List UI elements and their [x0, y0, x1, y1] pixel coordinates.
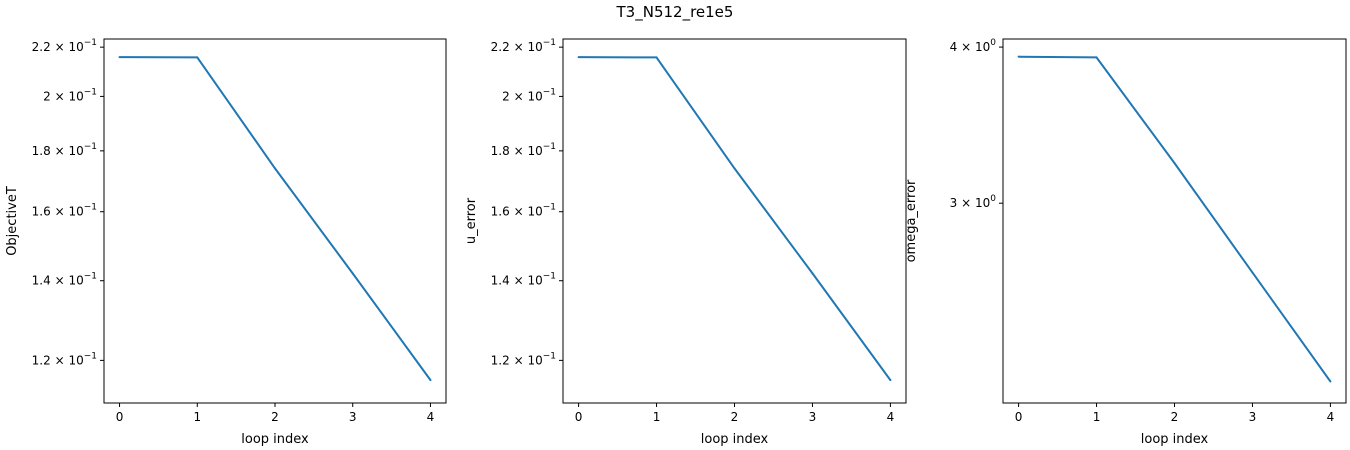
- data-point: [274, 167, 276, 170]
- y-tick-label: 4 × 100: [950, 38, 997, 54]
- data-point: [733, 167, 736, 170]
- data-point: [1251, 271, 1254, 274]
- chart-panel-2: 0 1 2 3 4 2 × 10−1 1.8 × 10−1 1.6 × 10−1 1.4 × 1…: [464, 38, 907, 447]
- x-tick-label: 2: [731, 410, 739, 424]
- data-point: [1095, 56, 1098, 59]
- y-tick-label: 3 × 100: [950, 194, 997, 210]
- y-axis-label: u_error: [464, 197, 479, 244]
- y-axis-label: omega_error: [904, 179, 919, 262]
- data-point: [351, 272, 354, 275]
- y-tick-label: 2 × 10−1: [43, 87, 97, 103]
- x-tick-label: 3: [349, 410, 357, 424]
- x-tick-label: 3: [809, 410, 817, 424]
- x-tick-label: 4: [427, 410, 435, 424]
- y-tick-label: 1.2 × 10−1: [32, 351, 97, 367]
- y-tick-label: 1.2 × 10−1: [491, 351, 556, 367]
- x-tick-label: 0: [116, 410, 124, 424]
- y-tick-label: 2.2 × 10−1: [32, 38, 97, 54]
- y-tick-label: 1.6 × 10−1: [32, 203, 97, 219]
- data-point: [118, 56, 121, 59]
- panels: 0 1 2 3 4 2 × 10−1 1.8 × 10−1 1.6 × 10−1 1.4 × 1…: [5, 38, 1347, 447]
- x-tick-label: 4: [1327, 410, 1335, 424]
- y-tick-label: 1.8 × 10−1: [491, 142, 556, 158]
- data-point: [1329, 380, 1332, 383]
- data-point: [655, 56, 658, 59]
- x-tick-label: 2: [1171, 410, 1179, 424]
- data-point: [577, 56, 580, 59]
- x-tick-label: 0: [575, 410, 583, 424]
- data-point: [889, 379, 892, 382]
- series-line: [119, 56, 432, 381]
- y-tick-label: 1.6 × 10−1: [491, 203, 556, 219]
- x-axis-label: loop index: [1141, 432, 1209, 447]
- x-tick-label: 1: [1093, 410, 1101, 424]
- y-axis-label: ObjectiveT: [5, 186, 20, 256]
- x-tick-label: 2: [271, 410, 279, 424]
- axes-frame: [103, 38, 447, 404]
- chart-panel-1: 0 1 2 3 4 2 × 10−1 1.8 × 10−1 1.6 × 10−1 1.4 × 1…: [5, 38, 447, 447]
- series-line: [1018, 55, 1332, 383]
- data-point: [196, 56, 199, 59]
- figure-title: T3_N512_re1e5: [616, 3, 734, 22]
- data-point: [1017, 55, 1020, 58]
- x-tick-label: 0: [1015, 410, 1023, 424]
- axes-frame: [562, 38, 907, 404]
- y-tick-label: 1.8 × 10−1: [32, 142, 97, 158]
- x-tick-label: 1: [193, 410, 201, 424]
- x-tick-label: 1: [653, 410, 661, 424]
- axes-frame: [1002, 38, 1347, 404]
- x-axis-label: loop index: [241, 432, 309, 447]
- y-tick-label: 1.4 × 10−1: [32, 272, 97, 288]
- data-point: [811, 272, 814, 275]
- data-point: [1173, 162, 1176, 165]
- x-tick-label: 3: [1249, 410, 1257, 424]
- x-tick-label: 4: [887, 410, 895, 424]
- y-tick-label: 2.2 × 10−1: [491, 38, 556, 54]
- series-line: [578, 56, 892, 381]
- y-tick-label: 2 × 10−1: [502, 87, 556, 103]
- data-point: [429, 379, 432, 382]
- chart-panel-3: 0 1 2 3 4 3 × 100 4 × 100 loop index omega_error: [904, 38, 1347, 447]
- y-tick-label: 1.4 × 10−1: [491, 272, 556, 288]
- x-axis-label: loop index: [701, 432, 769, 447]
